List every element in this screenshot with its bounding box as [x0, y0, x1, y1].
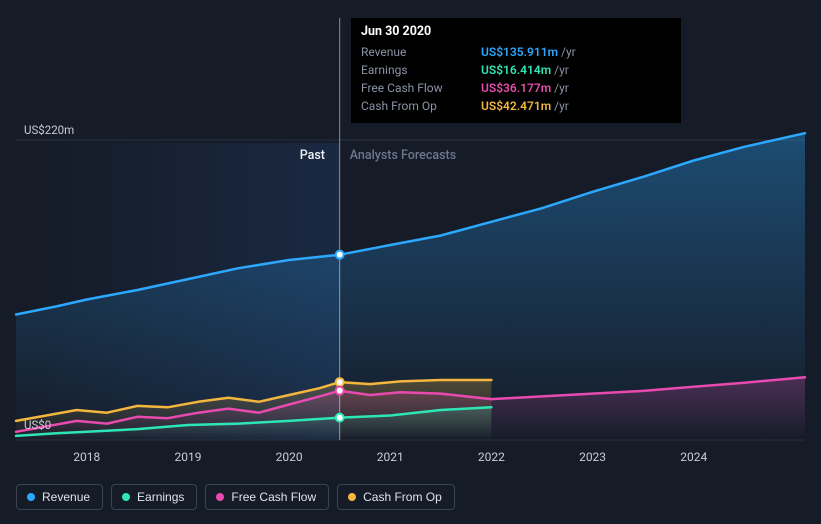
tooltip-row-unit: /yr — [558, 45, 576, 59]
x-axis-tick: 2024 — [680, 450, 707, 464]
tooltip-date: Jun 30 2020 — [361, 24, 671, 39]
tooltip-row-value: US$16.414m — [481, 63, 551, 77]
financial-chart: US$220m US$0 Past Analysts Forecasts 201… — [0, 0, 821, 524]
tooltip-row-unit: /yr — [551, 81, 569, 95]
y-axis-label-0: US$0 — [24, 418, 51, 432]
past-section-label: Past — [300, 148, 325, 163]
legend-dot-icon — [122, 493, 130, 501]
legend-dot-icon — [348, 493, 356, 501]
y-axis-label-220: US$220m — [24, 123, 74, 137]
tooltip-row-unit: /yr — [551, 63, 569, 77]
tooltip-row: RevenueUS$135.911m/yr — [361, 43, 671, 61]
x-axis-tick: 2021 — [377, 450, 404, 464]
legend-item-label: Cash From Op — [363, 490, 442, 504]
tooltip-row: Cash From OpUS$42.471m/yr — [361, 97, 671, 115]
tooltip-row-label: Revenue — [361, 43, 481, 61]
legend-item-label: Earnings — [137, 490, 184, 504]
tooltip-row: EarningsUS$16.414m/yr — [361, 61, 671, 79]
chart-legend: Revenue Earnings Free Cash Flow Cash From O… — [16, 484, 455, 510]
x-axis-tick: 2023 — [579, 450, 606, 464]
legend-item-label: Free Cash Flow — [231, 490, 316, 504]
legend-item-earnings[interactable]: Earnings — [111, 484, 197, 510]
legend-item-free_cash_flow[interactable]: Free Cash Flow — [205, 484, 329, 510]
tooltip-row-label: Free Cash Flow — [361, 79, 481, 97]
x-axis-tick: 2020 — [276, 450, 303, 464]
tooltip-row: Free Cash FlowUS$36.177m/yr — [361, 79, 671, 97]
tooltip-table: RevenueUS$135.911m/yrEarningsUS$16.414m/… — [361, 43, 671, 115]
forecast-section-label: Analysts Forecasts — [350, 148, 456, 163]
tooltip-row-value: US$42.471m — [481, 99, 551, 113]
legend-item-label: Revenue — [42, 490, 90, 504]
legend-item-revenue[interactable]: Revenue — [16, 484, 103, 510]
tooltip-row-value: US$36.177m — [481, 81, 551, 95]
x-axis-tick: 2019 — [174, 450, 201, 464]
chart-tooltip: Jun 30 2020 RevenueUS$135.911m/yrEarning… — [351, 18, 681, 123]
x-axis-tick: 2018 — [73, 450, 100, 464]
legend-item-cash_from_op[interactable]: Cash From Op — [337, 484, 455, 510]
tooltip-row-label: Earnings — [361, 61, 481, 79]
tooltip-row-unit: /yr — [551, 99, 569, 113]
legend-dot-icon — [216, 493, 224, 501]
tooltip-row-value: US$135.911m — [481, 45, 558, 59]
x-axis-tick: 2022 — [478, 450, 505, 464]
tooltip-row-label: Cash From Op — [361, 97, 481, 115]
legend-dot-icon — [27, 493, 35, 501]
